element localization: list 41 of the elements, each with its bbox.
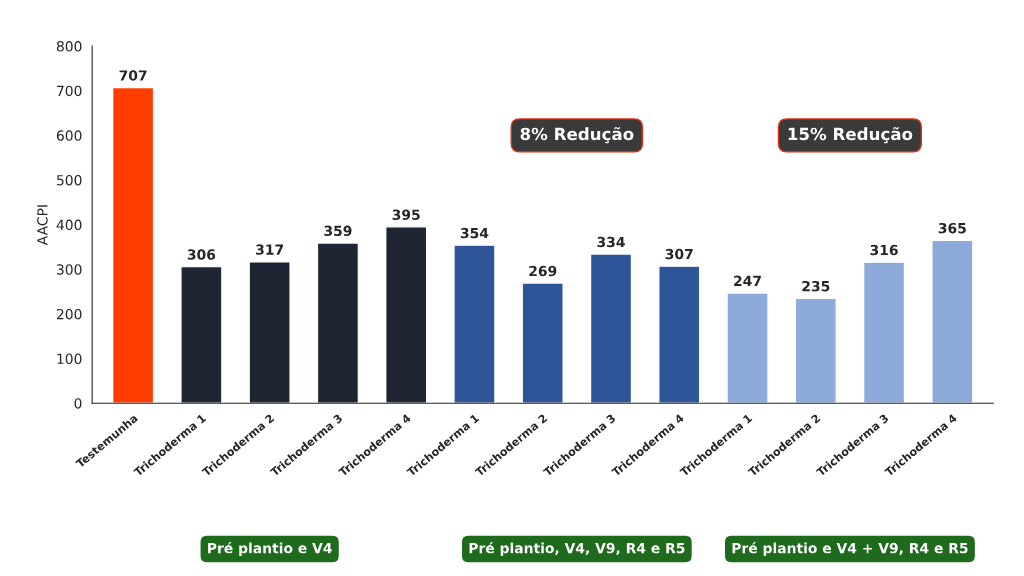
data-label: 307 [665, 248, 693, 260]
data-label: 359 [324, 225, 352, 237]
bar [248, 260, 291, 404]
y-tick-label: 600 [56, 130, 82, 141]
bar [658, 265, 701, 404]
text: Pré plantio e V4 [208, 542, 332, 557]
bar [931, 239, 974, 404]
y-tick-label: 200 [56, 308, 82, 320]
bar [385, 226, 428, 404]
data-label: 235 [802, 280, 830, 292]
y-tick-label: 300 [56, 264, 82, 275]
y-tick-label: 100 [57, 353, 82, 365]
data-label: 395 [392, 209, 420, 221]
text: Pré plantio, V4, V9, R4 e R5 [469, 542, 685, 557]
y-tick-label: 800 [56, 41, 82, 52]
data-label: 334 [597, 236, 625, 248]
data-label: 316 [870, 244, 898, 256]
y-tick-label: 700 [57, 85, 82, 97]
bar [453, 244, 496, 404]
data-label: 247 [734, 275, 761, 286]
text: Pré plantio e V4 + V9, R4 e R5 [732, 542, 968, 557]
annotation: 15% Redução [788, 127, 913, 144]
data-label: 354 [460, 227, 489, 239]
bar [589, 253, 633, 404]
bar [111, 86, 155, 404]
bar [521, 282, 564, 404]
annotation: 8% Redução [520, 127, 634, 144]
bar [180, 265, 223, 404]
bar [726, 292, 769, 404]
bar [862, 261, 906, 404]
bar [794, 297, 837, 404]
y-axis-title: AACPI [37, 205, 48, 246]
y-tick-label: 500 [57, 174, 82, 186]
data-label: 306 [187, 249, 216, 260]
y-tick-label: 400 [56, 219, 82, 231]
data-label: 269 [529, 265, 557, 277]
y-tick-label: 0 [74, 398, 82, 409]
data-label: 365 [938, 222, 966, 234]
data-label: 707 [119, 70, 147, 81]
data-label: 317 [256, 244, 284, 255]
bar [316, 242, 360, 404]
